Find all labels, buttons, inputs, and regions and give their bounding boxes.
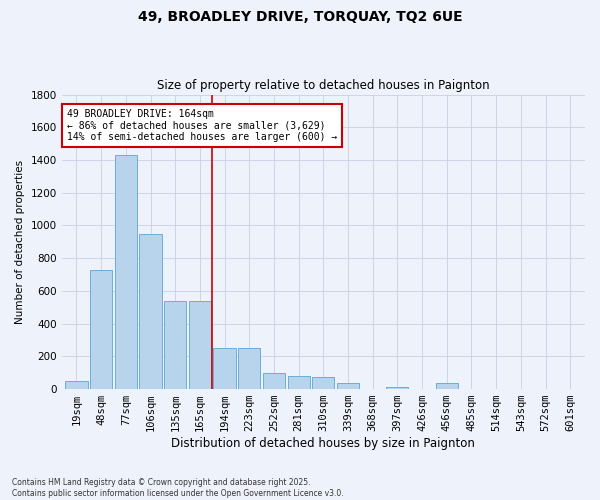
Bar (238, 348, 260, 389)
Bar (139, 234, 161, 389)
Bar (65, 381, 88, 389)
Bar (287, 376, 310, 389)
Text: 49 BROADLEY DRIVE: 164sqm
← 86% of detached houses are smaller (3,629)
14% of se: 49 BROADLEY DRIVE: 164sqm ← 86% of detac… (67, 110, 337, 142)
Bar (386, 386, 409, 389)
Bar (164, 300, 187, 389)
Y-axis label: Number of detached properties: Number of detached properties (15, 160, 25, 324)
Text: Contains HM Land Registry data © Crown copyright and database right 2025.
Contai: Contains HM Land Registry data © Crown c… (12, 478, 344, 498)
Bar (263, 372, 285, 389)
Text: 49, BROADLEY DRIVE, TORQUAY, TQ2 6UE: 49, BROADLEY DRIVE, TORQUAY, TQ2 6UE (137, 10, 463, 24)
Bar (115, 155, 137, 389)
Bar (337, 384, 359, 389)
X-axis label: Distribution of detached houses by size in Paignton: Distribution of detached houses by size … (172, 437, 475, 450)
Bar (312, 377, 334, 389)
Bar (436, 382, 458, 389)
Title: Size of property relative to detached houses in Paignton: Size of property relative to detached ho… (157, 79, 490, 92)
Bar (90, 270, 112, 389)
Bar (214, 348, 236, 389)
Bar (189, 300, 211, 389)
